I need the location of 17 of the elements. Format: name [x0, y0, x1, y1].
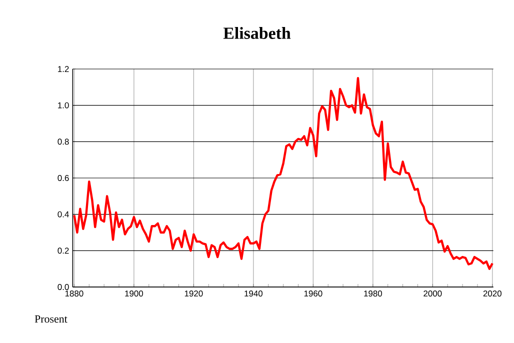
x-tick-label: 1900 [125, 290, 144, 297]
chart-title: Elisabeth [223, 27, 291, 39]
x-tick-label: 2020 [483, 290, 502, 297]
x-tick-label: 1880 [65, 290, 84, 297]
x-tick-label: 1940 [244, 290, 263, 297]
x-tick-label: 1980 [364, 290, 382, 297]
y-axis-title: Prosent [34, 315, 68, 323]
y-tick-label: 0.0 [58, 284, 69, 290]
y-tick-label: 0.4 [58, 211, 69, 218]
x-tick-label: 1920 [184, 290, 203, 297]
y-tick-label: 1.2 [58, 66, 69, 72]
y-tick-label: 0.6 [58, 175, 69, 181]
y-tick-label: 0.8 [58, 138, 69, 145]
x-tick-label: 2000 [424, 290, 442, 297]
y-tick-label: 0.2 [58, 248, 69, 254]
y-tick-label: 1.0 [58, 102, 69, 108]
x-tick-label: 1960 [304, 290, 322, 297]
